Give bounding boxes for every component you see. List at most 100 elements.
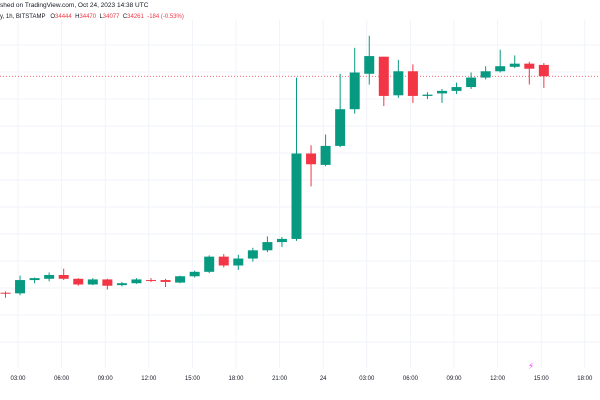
x-tick-label: 18:00	[228, 376, 244, 382]
candle	[495, 49, 506, 73]
x-tick-label: 21:00	[272, 376, 288, 382]
candle-body	[509, 63, 520, 67]
candle-body	[160, 280, 171, 282]
candle-body	[306, 153, 317, 165]
candle-body	[480, 71, 491, 78]
candle	[102, 278, 113, 290]
candle	[378, 56, 389, 107]
close-label: C	[122, 14, 128, 20]
candle-body	[0, 292, 11, 294]
x-tick-label: 09:00	[98, 376, 114, 382]
candle-body	[466, 77, 477, 88]
candle-body	[15, 280, 26, 294]
low-label: L	[99, 14, 103, 20]
candle-body	[218, 256, 229, 266]
candle	[364, 35, 375, 85]
candle-body	[524, 63, 535, 69]
candle	[509, 55, 520, 69]
x-tick-label: 18:00	[577, 376, 593, 382]
candle-body	[58, 274, 69, 279]
candle	[189, 270, 200, 278]
x-tick-label: 06:00	[54, 376, 70, 382]
x-tick-label: 12:00	[141, 376, 157, 382]
candle-body	[349, 72, 360, 110]
candle	[175, 275, 186, 284]
candle-body	[538, 64, 549, 77]
candle	[466, 72, 477, 89]
high-label: H	[75, 14, 80, 20]
candle	[58, 268, 69, 281]
candle	[160, 278, 171, 288]
candle	[451, 82, 462, 95]
candle-body	[276, 238, 287, 243]
candle-body	[189, 271, 200, 277]
lightning-icon[interactable]: ⚡	[528, 361, 534, 371]
grid-lines	[0, 20, 600, 368]
candle	[320, 134, 331, 167]
candle	[276, 237, 287, 248]
candle-body	[131, 279, 142, 284]
candle	[204, 255, 215, 274]
candle	[422, 92, 433, 100]
candle	[44, 272, 55, 282]
x-tick-label: 09:00	[446, 376, 462, 382]
candle-body	[116, 283, 127, 286]
candle-body	[146, 280, 156, 282]
candles	[0, 35, 549, 298]
published-text: shed on TradingView.com, Oct 24, 2023 14…	[0, 2, 149, 9]
x-tick-label: 24	[320, 376, 327, 382]
candle	[538, 63, 549, 88]
candle-body	[495, 66, 506, 72]
x-tick-label: 15:00	[534, 376, 550, 382]
candle	[131, 278, 142, 284]
x-tick-label: 06:00	[403, 376, 419, 382]
candle-body	[29, 278, 40, 281]
candle-body	[364, 56, 375, 74]
candle-body	[102, 279, 113, 286]
x-tick-label: 03:00	[359, 376, 375, 382]
candle	[262, 236, 273, 253]
candle-body	[320, 145, 331, 165]
candle-body	[204, 256, 215, 272]
candle	[233, 254, 244, 270]
candle	[218, 254, 229, 268]
candle	[480, 66, 491, 80]
candle-body	[44, 274, 55, 279]
open-value: 34444	[55, 14, 72, 20]
candle-body	[247, 250, 258, 259]
candle	[247, 247, 258, 262]
candle	[407, 64, 418, 103]
candle	[0, 291, 11, 298]
x-tick-label: 12:00	[490, 376, 506, 382]
candle	[29, 277, 40, 284]
symbol-text: y, 1h, BITSTAMP	[0, 14, 46, 20]
candle-body	[262, 242, 273, 251]
candle	[87, 278, 98, 286]
chart-header: shed on TradingView.com, Oct 24, 2023 14…	[0, 2, 148, 18]
candle-body	[437, 90, 447, 94]
x-axis: 03:00 06:00 09:00 12:00 15:00 18:00 21:00 24 03:…	[10, 376, 592, 382]
open-label: O	[50, 14, 56, 20]
candle-body	[291, 153, 302, 239]
candle	[393, 59, 404, 98]
change-value: -184 (-0.53%)	[147, 14, 184, 20]
candle	[73, 278, 84, 286]
candle-body	[87, 279, 98, 285]
candle-body	[335, 109, 346, 146]
candle-body	[422, 94, 433, 96]
candle-body	[393, 71, 404, 96]
candle	[524, 61, 535, 85]
candle	[116, 281, 127, 287]
candle-body	[378, 56, 389, 96]
candle-body	[73, 278, 84, 285]
candle	[15, 275, 26, 296]
candle	[437, 88, 447, 103]
candle	[291, 77, 302, 241]
candle	[306, 145, 317, 187]
x-tick-label: 15:00	[185, 376, 201, 382]
low-value: 34077	[102, 14, 120, 20]
x-tick-label: 03:00	[10, 376, 26, 382]
symbol-legend: y, 1h, BITSTAMP O34444 H34470 L34077 C34…	[0, 14, 184, 24]
candle	[146, 278, 156, 282]
